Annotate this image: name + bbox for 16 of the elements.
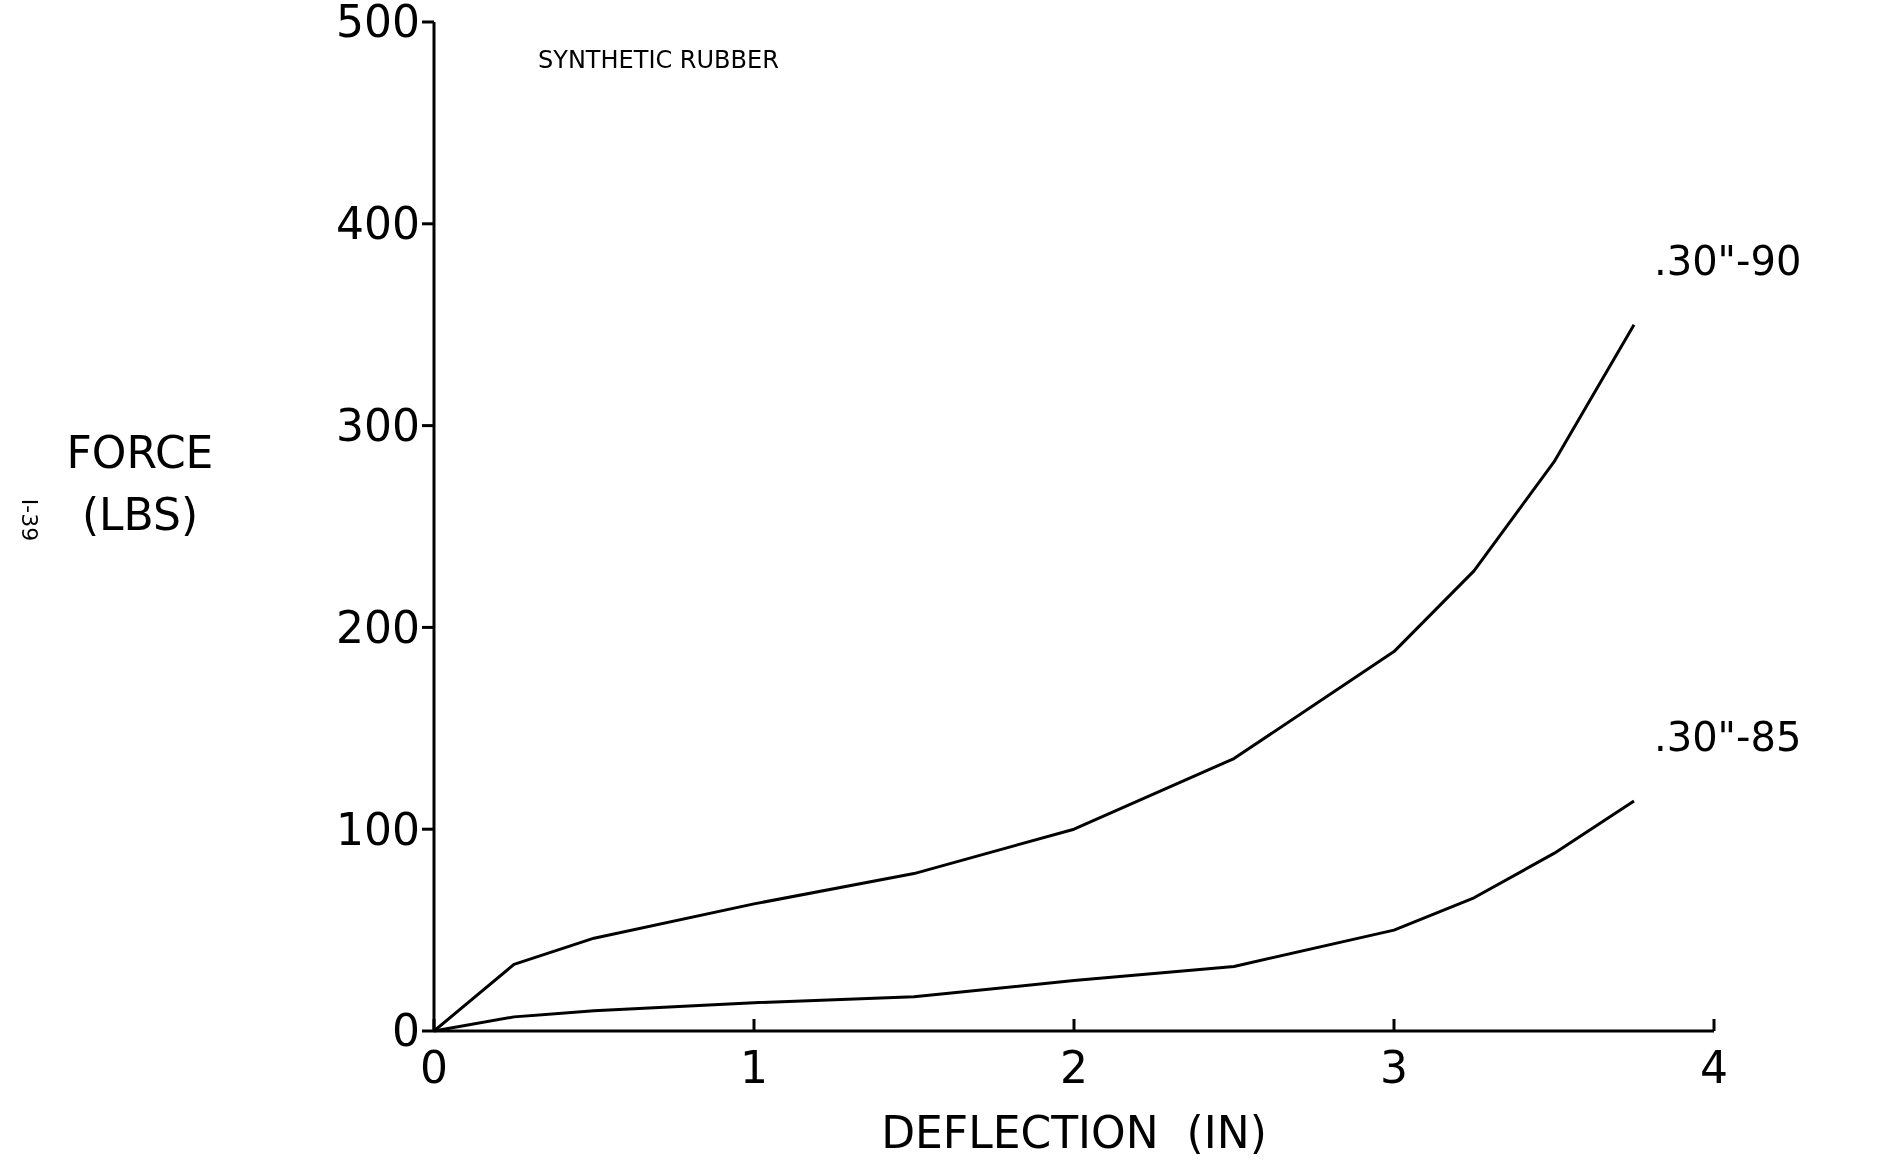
- x-tick-label: 1: [740, 1042, 768, 1093]
- y-tick-label: 400: [336, 198, 420, 250]
- series-label: .30"-85: [1654, 713, 1802, 760]
- y-tick-label: 300: [336, 400, 420, 451]
- y-tick-label: 500: [336, 0, 420, 48]
- x-axis-title: DEFLECTION (IN): [881, 1107, 1267, 1158]
- x-tick-label: 2: [1060, 1042, 1088, 1093]
- x-tick-label: 3: [1380, 1042, 1408, 1093]
- y-tick-label: 0: [392, 1005, 420, 1057]
- y-axis-title: FORCE (LBS): [66, 427, 214, 540]
- y-tick-label: 100: [336, 803, 420, 855]
- series-label: .30"-90: [1654, 237, 1802, 284]
- text: SYNTHETIC RUBBER: [538, 46, 779, 74]
- text: I-39: [17, 498, 42, 542]
- x-tick-label: 4: [1700, 1042, 1728, 1093]
- y-tick-label: 200: [336, 601, 420, 653]
